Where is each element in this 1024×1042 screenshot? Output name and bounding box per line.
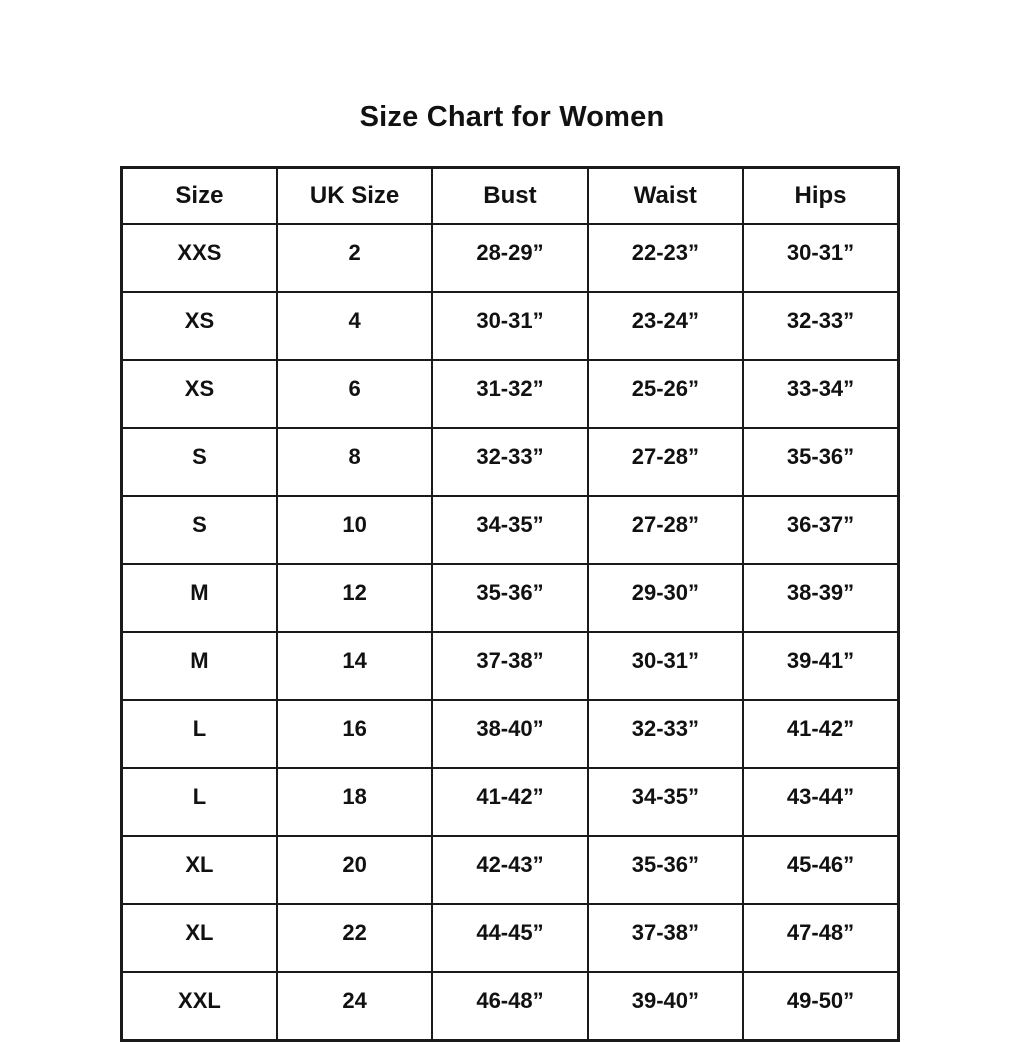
table-cell-waist: 29-30” [586, 563, 745, 633]
table-cell-waist: 25-26” [586, 359, 745, 429]
table-cell-uk-size: 16 [275, 699, 434, 769]
table-cell-bust: 32-33” [431, 427, 589, 497]
table-cell-hips: 35-36” [742, 427, 900, 497]
table-row: XXL 24 46-48” 39-40” 49-50” [120, 971, 900, 1042]
table-cell-uk-size: 12 [275, 563, 434, 633]
table-row: XL 20 42-43” 35-36” 45-46” [120, 835, 900, 905]
table-cell-waist: 27-28” [586, 427, 745, 497]
table-cell-hips: 39-41” [742, 631, 900, 701]
table-cell-waist: 23-24” [586, 291, 745, 361]
table-row: L 18 41-42” 34-35” 43-44” [120, 767, 900, 837]
table-cell-uk-size: 8 [275, 427, 434, 497]
table-cell-uk-size: 18 [275, 767, 434, 837]
column-header-size: Size [120, 166, 278, 225]
table-row: M 14 37-38” 30-31” 39-41” [120, 631, 900, 701]
column-header-waist: Waist [586, 166, 745, 225]
table-cell-size: XXS [120, 223, 278, 293]
table-cell-waist: 34-35” [586, 767, 745, 837]
table-cell-bust: 42-43” [431, 835, 589, 905]
table-cell-bust: 37-38” [431, 631, 589, 701]
size-chart-table: Size UK Size Bust Waist Hips XXS 2 28-29” 22-23… [120, 166, 900, 1042]
table-row: L 16 38-40” 32-33” 41-42” [120, 699, 900, 769]
table-cell-hips: 41-42” [742, 699, 900, 769]
table-cell-hips: 36-37” [742, 495, 900, 565]
table-cell-uk-size: 10 [275, 495, 434, 565]
table-cell-bust: 38-40” [431, 699, 589, 769]
table-cell-waist: 35-36” [586, 835, 745, 905]
column-header-hips: Hips [742, 166, 900, 225]
table-cell-size: XL [120, 835, 278, 905]
table-cell-hips: 33-34” [742, 359, 900, 429]
table-cell-size: XXL [120, 971, 278, 1042]
table-row: XL 22 44-45” 37-38” 47-48” [120, 903, 900, 973]
table-cell-size: S [120, 427, 278, 497]
table-cell-waist: 37-38” [586, 903, 745, 973]
table-row: M 12 35-36” 29-30” 38-39” [120, 563, 900, 633]
table-cell-waist: 39-40” [586, 971, 745, 1042]
table-cell-waist: 22-23” [586, 223, 745, 293]
table-cell-uk-size: 2 [275, 223, 434, 293]
table-cell-uk-size: 14 [275, 631, 434, 701]
table-cell-hips: 49-50” [742, 971, 900, 1042]
table-cell-size: XS [120, 359, 278, 429]
table-cell-size: XS [120, 291, 278, 361]
table-row: XS 4 30-31” 23-24” 32-33” [120, 291, 900, 361]
table-cell-bust: 30-31” [431, 291, 589, 361]
table-header: Size UK Size Bust Waist Hips [120, 166, 900, 225]
table-cell-hips: 45-46” [742, 835, 900, 905]
table-cell-hips: 47-48” [742, 903, 900, 973]
table-cell-bust: 28-29” [431, 223, 589, 293]
table-cell-bust: 35-36” [431, 563, 589, 633]
column-header-uk-size: UK Size [275, 166, 434, 225]
table-cell-size: S [120, 495, 278, 565]
table-cell-waist: 27-28” [586, 495, 745, 565]
table-row: XS 6 31-32” 25-26” 33-34” [120, 359, 900, 429]
table-cell-uk-size: 20 [275, 835, 434, 905]
table-cell-size: L [120, 767, 278, 837]
table-cell-bust: 34-35” [431, 495, 589, 565]
column-header-bust: Bust [431, 166, 589, 225]
table-cell-bust: 44-45” [431, 903, 589, 973]
table-cell-hips: 43-44” [742, 767, 900, 837]
table-cell-bust: 46-48” [431, 971, 589, 1042]
table-cell-bust: 41-42” [431, 767, 589, 837]
table-row: S 8 32-33” 27-28” 35-36” [120, 427, 900, 497]
table-cell-waist: 32-33” [586, 699, 745, 769]
table-header-row: Size UK Size Bust Waist Hips [120, 166, 900, 225]
table-cell-size: M [120, 563, 278, 633]
table-row: XXS 2 28-29” 22-23” 30-31” [120, 223, 900, 293]
table-cell-size: M [120, 631, 278, 701]
table-cell-uk-size: 24 [275, 971, 434, 1042]
table-cell-size: L [120, 699, 278, 769]
table-cell-hips: 30-31” [742, 223, 900, 293]
table-cell-hips: 32-33” [742, 291, 900, 361]
table-cell-waist: 30-31” [586, 631, 745, 701]
table-row: S 10 34-35” 27-28” 36-37” [120, 495, 900, 565]
table-cell-uk-size: 22 [275, 903, 434, 973]
table-cell-uk-size: 6 [275, 359, 434, 429]
page-title: Size Chart for Women [359, 101, 665, 133]
table-cell-uk-size: 4 [275, 291, 434, 361]
table-body: XXS 2 28-29” 22-23” 30-31” XS 4 30-31” 23-24” 32-… [120, 223, 900, 1042]
table-cell-bust: 31-32” [431, 359, 589, 429]
table-cell-hips: 38-39” [742, 563, 900, 633]
table-cell-size: XL [120, 903, 278, 973]
